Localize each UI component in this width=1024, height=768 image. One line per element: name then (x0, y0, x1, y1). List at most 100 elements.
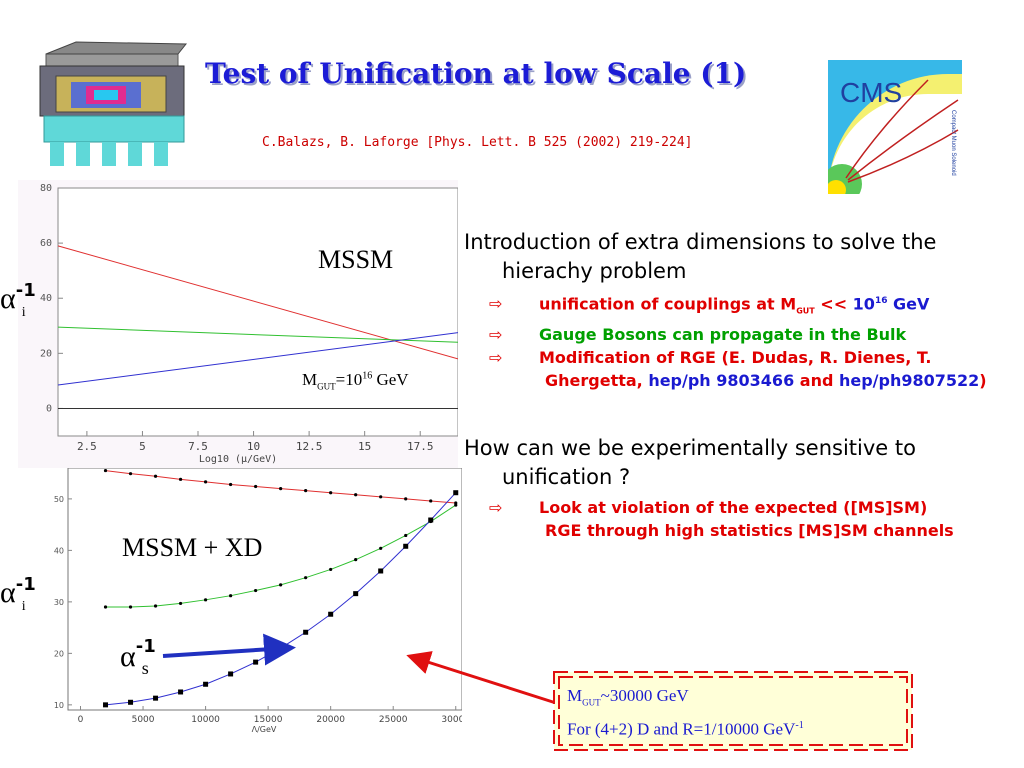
data-point (253, 659, 259, 665)
x-axis-label: Λ/GeV (252, 725, 277, 734)
data-point (103, 468, 108, 473)
data-point (228, 671, 234, 677)
data-point (303, 629, 309, 635)
bullet-1: Introduction of extra dimensions to solv… (464, 230, 937, 283)
y-tick-label: 40 (40, 293, 52, 304)
x-tick-label: 5000 (132, 715, 155, 725)
bullet-1-sub-3: ⇨ Modification of RGE (E. Dudas, R. Diene… (489, 347, 987, 390)
data-point (403, 543, 409, 549)
x-tick-label: 15 (358, 440, 371, 453)
arrow-bullet-icon: ⇨ (489, 497, 503, 517)
series-line-1 (57, 326, 458, 343)
alpha-inverse-label-top: α-1i (0, 280, 36, 320)
data-point (354, 558, 358, 562)
data-point (329, 567, 333, 572)
plot-mssm-xd: 10 20 30 40 50 0 5000 10000 15000 20000 25000 3000… (42, 468, 462, 736)
x-tick-label: 7.5 (188, 440, 208, 453)
y-tick-label: 80 (40, 183, 52, 194)
data-point (153, 695, 159, 701)
y-tick-label: 0 (46, 403, 52, 414)
bullet-1-sub-2: ⇨ Gauge Bosons can propagate in the Bulk (489, 324, 907, 344)
data-point (229, 482, 233, 487)
data-point (404, 497, 408, 501)
y-tick-label: 10 (54, 701, 64, 710)
data-point (304, 489, 308, 493)
y-axis-ticks: 10 20 30 40 50 (54, 495, 72, 710)
citation: C.Balazs, B. Laforge [Phys. Lett. B 525 … (262, 135, 693, 150)
data-point (128, 699, 134, 705)
bullet-2-sub-1: ⇨ Look at violation of the expected ([MS]… (489, 497, 954, 540)
alpha-s-label: α-1s (120, 636, 156, 678)
data-point (203, 480, 208, 484)
y-tick-label: 30 (54, 598, 64, 607)
y-tick-label: 60 (40, 238, 52, 249)
cms-logo: CMS Compact Muon Solenoid (828, 60, 962, 194)
mssm-label: MSSM (318, 245, 393, 274)
arrow-bullet-icon: ⇨ (489, 294, 503, 314)
data-point (229, 594, 233, 598)
x-tick-label: 30000 (441, 715, 462, 725)
arrow-bullet-icon: ⇨ (489, 347, 503, 367)
data-point (428, 517, 434, 523)
data-point (429, 499, 433, 503)
data-point (329, 491, 333, 495)
y-tick-label: 20 (54, 649, 64, 658)
arrow-bullet-icon: ⇨ (489, 324, 503, 344)
x-tick-label: 15000 (254, 715, 283, 725)
x-tick-label: 20000 (316, 715, 345, 725)
data-point (178, 601, 183, 606)
detector-image (39, 41, 188, 166)
bullet-2: How can we be experimentally sensitive t… (464, 435, 916, 489)
data-point (254, 588, 258, 593)
mssm-xd-label: MSSM + XD (122, 533, 262, 562)
data-point (128, 605, 133, 609)
data-point (153, 604, 158, 608)
data-point (279, 583, 283, 587)
x-axis-ticks: 2.5 5 7.5 10 12.5 15 17.5 (77, 431, 434, 453)
data-point (128, 472, 133, 476)
y-tick-label: 20 (40, 348, 52, 359)
x-tick-label: 12.5 (296, 440, 323, 453)
x-axis-ticks: 0 5000 10000 15000 20000 25000 30000 (78, 706, 462, 725)
y-tick-label: 50 (54, 495, 64, 504)
x-tick-label: 2.5 (77, 440, 97, 453)
data-point (153, 474, 158, 478)
data-point (178, 477, 183, 481)
data-point (304, 576, 308, 580)
x-tick-label: 10 (247, 440, 260, 453)
x-tick-label: 10000 (191, 715, 220, 725)
data-point (203, 598, 208, 602)
bullet-1-sub-1: ⇨ unification of couplings at MGUT << 101… (489, 294, 930, 316)
data-point (454, 503, 458, 507)
x-tick-label: 0 (78, 715, 84, 725)
bullet-list: Introduction of extra dimensions to solv… (460, 228, 1024, 542)
y-axis-ticks: 0 20 40 60 80 (40, 183, 63, 414)
data-point (203, 681, 209, 687)
data-point (379, 546, 383, 550)
x-tick-label: 25000 (379, 715, 408, 725)
x-axis-label: Log10 (μ/GeV) (199, 454, 277, 465)
data-point (378, 568, 384, 574)
data-point (278, 645, 284, 651)
data-point (103, 702, 109, 708)
y-tick-label: 40 (54, 546, 64, 555)
data-point (279, 486, 283, 491)
data-point (404, 533, 408, 538)
plot-mssm: 0 20 40 60 80 2.5 5 7.5 10 12.5 15 17.5 Log10 (μ/G… (18, 180, 458, 468)
data-point (353, 591, 359, 597)
data-point (379, 495, 383, 499)
cms-logo-text: CMS (840, 77, 902, 108)
slide-title: Test of Unification at low Scale (1) (205, 57, 747, 90)
data-point (178, 689, 184, 695)
data-point (103, 605, 108, 609)
x-tick-label: 5 (139, 440, 146, 453)
alpha-inverse-label-bottom: α-1i (0, 574, 36, 614)
mgut-result-box (553, 671, 913, 751)
mgut-result-text: MGUT~30000 GeV For (4+2) D and R=1/10000… (567, 686, 804, 740)
data-point (254, 484, 258, 489)
data-point (328, 611, 334, 617)
series-line-2 (57, 332, 458, 386)
mgut-annotation: MGUT=1016 GeV (302, 370, 409, 392)
x-tick-label: 17.5 (407, 440, 434, 453)
data-point (453, 490, 459, 496)
